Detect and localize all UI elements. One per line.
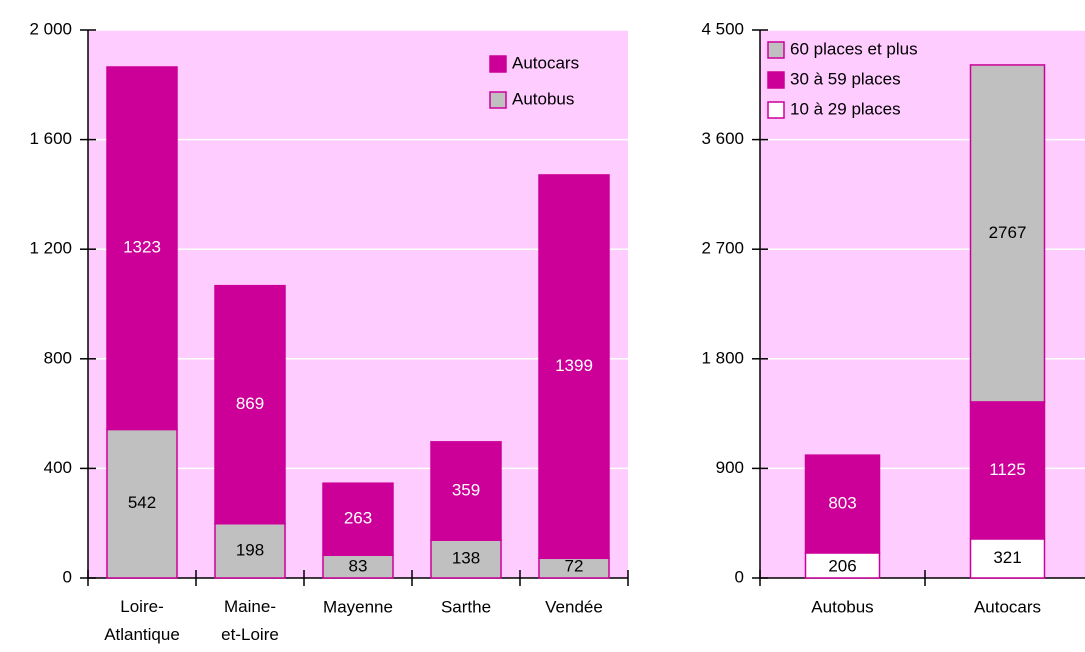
bar-segment xyxy=(106,428,178,579)
x-tick-label: Maine-et-Loire xyxy=(221,597,279,644)
value-label: 869 xyxy=(236,394,264,413)
value-label: 1399 xyxy=(555,356,593,375)
legend-swatch xyxy=(767,41,785,59)
bar-segment xyxy=(106,66,178,431)
x-tick-label: Autocars xyxy=(974,597,1041,616)
x-tick-label: Loire- Atlantique xyxy=(104,597,180,644)
bar-segment xyxy=(430,441,502,541)
legend-label: 60 places et plus xyxy=(790,39,918,58)
y-tick-label: 900 xyxy=(716,458,744,477)
legend-label: Autocars xyxy=(512,53,579,72)
legend-swatch xyxy=(767,101,785,119)
value-label: 321 xyxy=(993,548,1021,567)
x-tick-label: Vendée xyxy=(545,597,603,616)
bar-segment xyxy=(322,482,394,557)
bar-segment xyxy=(214,284,286,525)
value-label: 206 xyxy=(828,556,856,575)
bar-segment xyxy=(969,401,1046,540)
legend-swatch xyxy=(767,71,785,89)
legend-label: 10 à 29 places xyxy=(790,99,901,118)
value-label: 138 xyxy=(452,549,480,568)
bar-segment xyxy=(804,454,881,554)
value-label: 542 xyxy=(128,493,156,512)
value-label: 1323 xyxy=(123,238,161,257)
bar-segment xyxy=(804,552,881,579)
y-tick-label: 800 xyxy=(44,348,72,367)
y-tick-label: 0 xyxy=(735,567,744,586)
y-tick-label: 2 700 xyxy=(701,239,744,258)
x-tick-label-line: Maine- xyxy=(224,597,276,616)
bar-segment xyxy=(969,64,1046,403)
y-tick-label: 3 600 xyxy=(701,129,744,148)
value-label: 72 xyxy=(565,556,584,575)
y-tick-label: 1 200 xyxy=(29,239,72,258)
x-tick-label-line: et-Loire xyxy=(221,625,279,644)
legend-swatch xyxy=(489,91,507,109)
value-label: 803 xyxy=(828,494,856,513)
x-tick-label: Autobus xyxy=(811,597,873,616)
value-label: 198 xyxy=(236,540,264,559)
x-tick-label: Sarthe xyxy=(441,597,491,616)
legend-label: 30 à 59 places xyxy=(790,69,901,88)
bar-segment xyxy=(214,522,286,579)
value-label: 1125 xyxy=(989,460,1026,479)
x-tick-label: Mayenne xyxy=(323,597,393,616)
y-tick-label: 1 800 xyxy=(701,348,744,367)
y-tick-label: 0 xyxy=(63,567,72,586)
bar-segment xyxy=(969,538,1046,579)
value-label: 359 xyxy=(452,480,480,499)
y-tick-label: 1 600 xyxy=(29,129,72,148)
x-tick-label-line: Loire- xyxy=(120,597,163,616)
y-tick-label: 400 xyxy=(44,458,72,477)
legend-swatch xyxy=(489,55,507,73)
value-label: 2767 xyxy=(989,223,1027,242)
legend-label: Autobus xyxy=(512,89,574,108)
x-tick-label-line: Atlantique xyxy=(104,625,180,644)
y-tick-label: 4 500 xyxy=(701,19,744,38)
value-label: 263 xyxy=(344,509,372,528)
value-label: 83 xyxy=(349,556,368,575)
bar-segment xyxy=(538,174,610,560)
y-tick-label: 2 000 xyxy=(29,19,72,38)
